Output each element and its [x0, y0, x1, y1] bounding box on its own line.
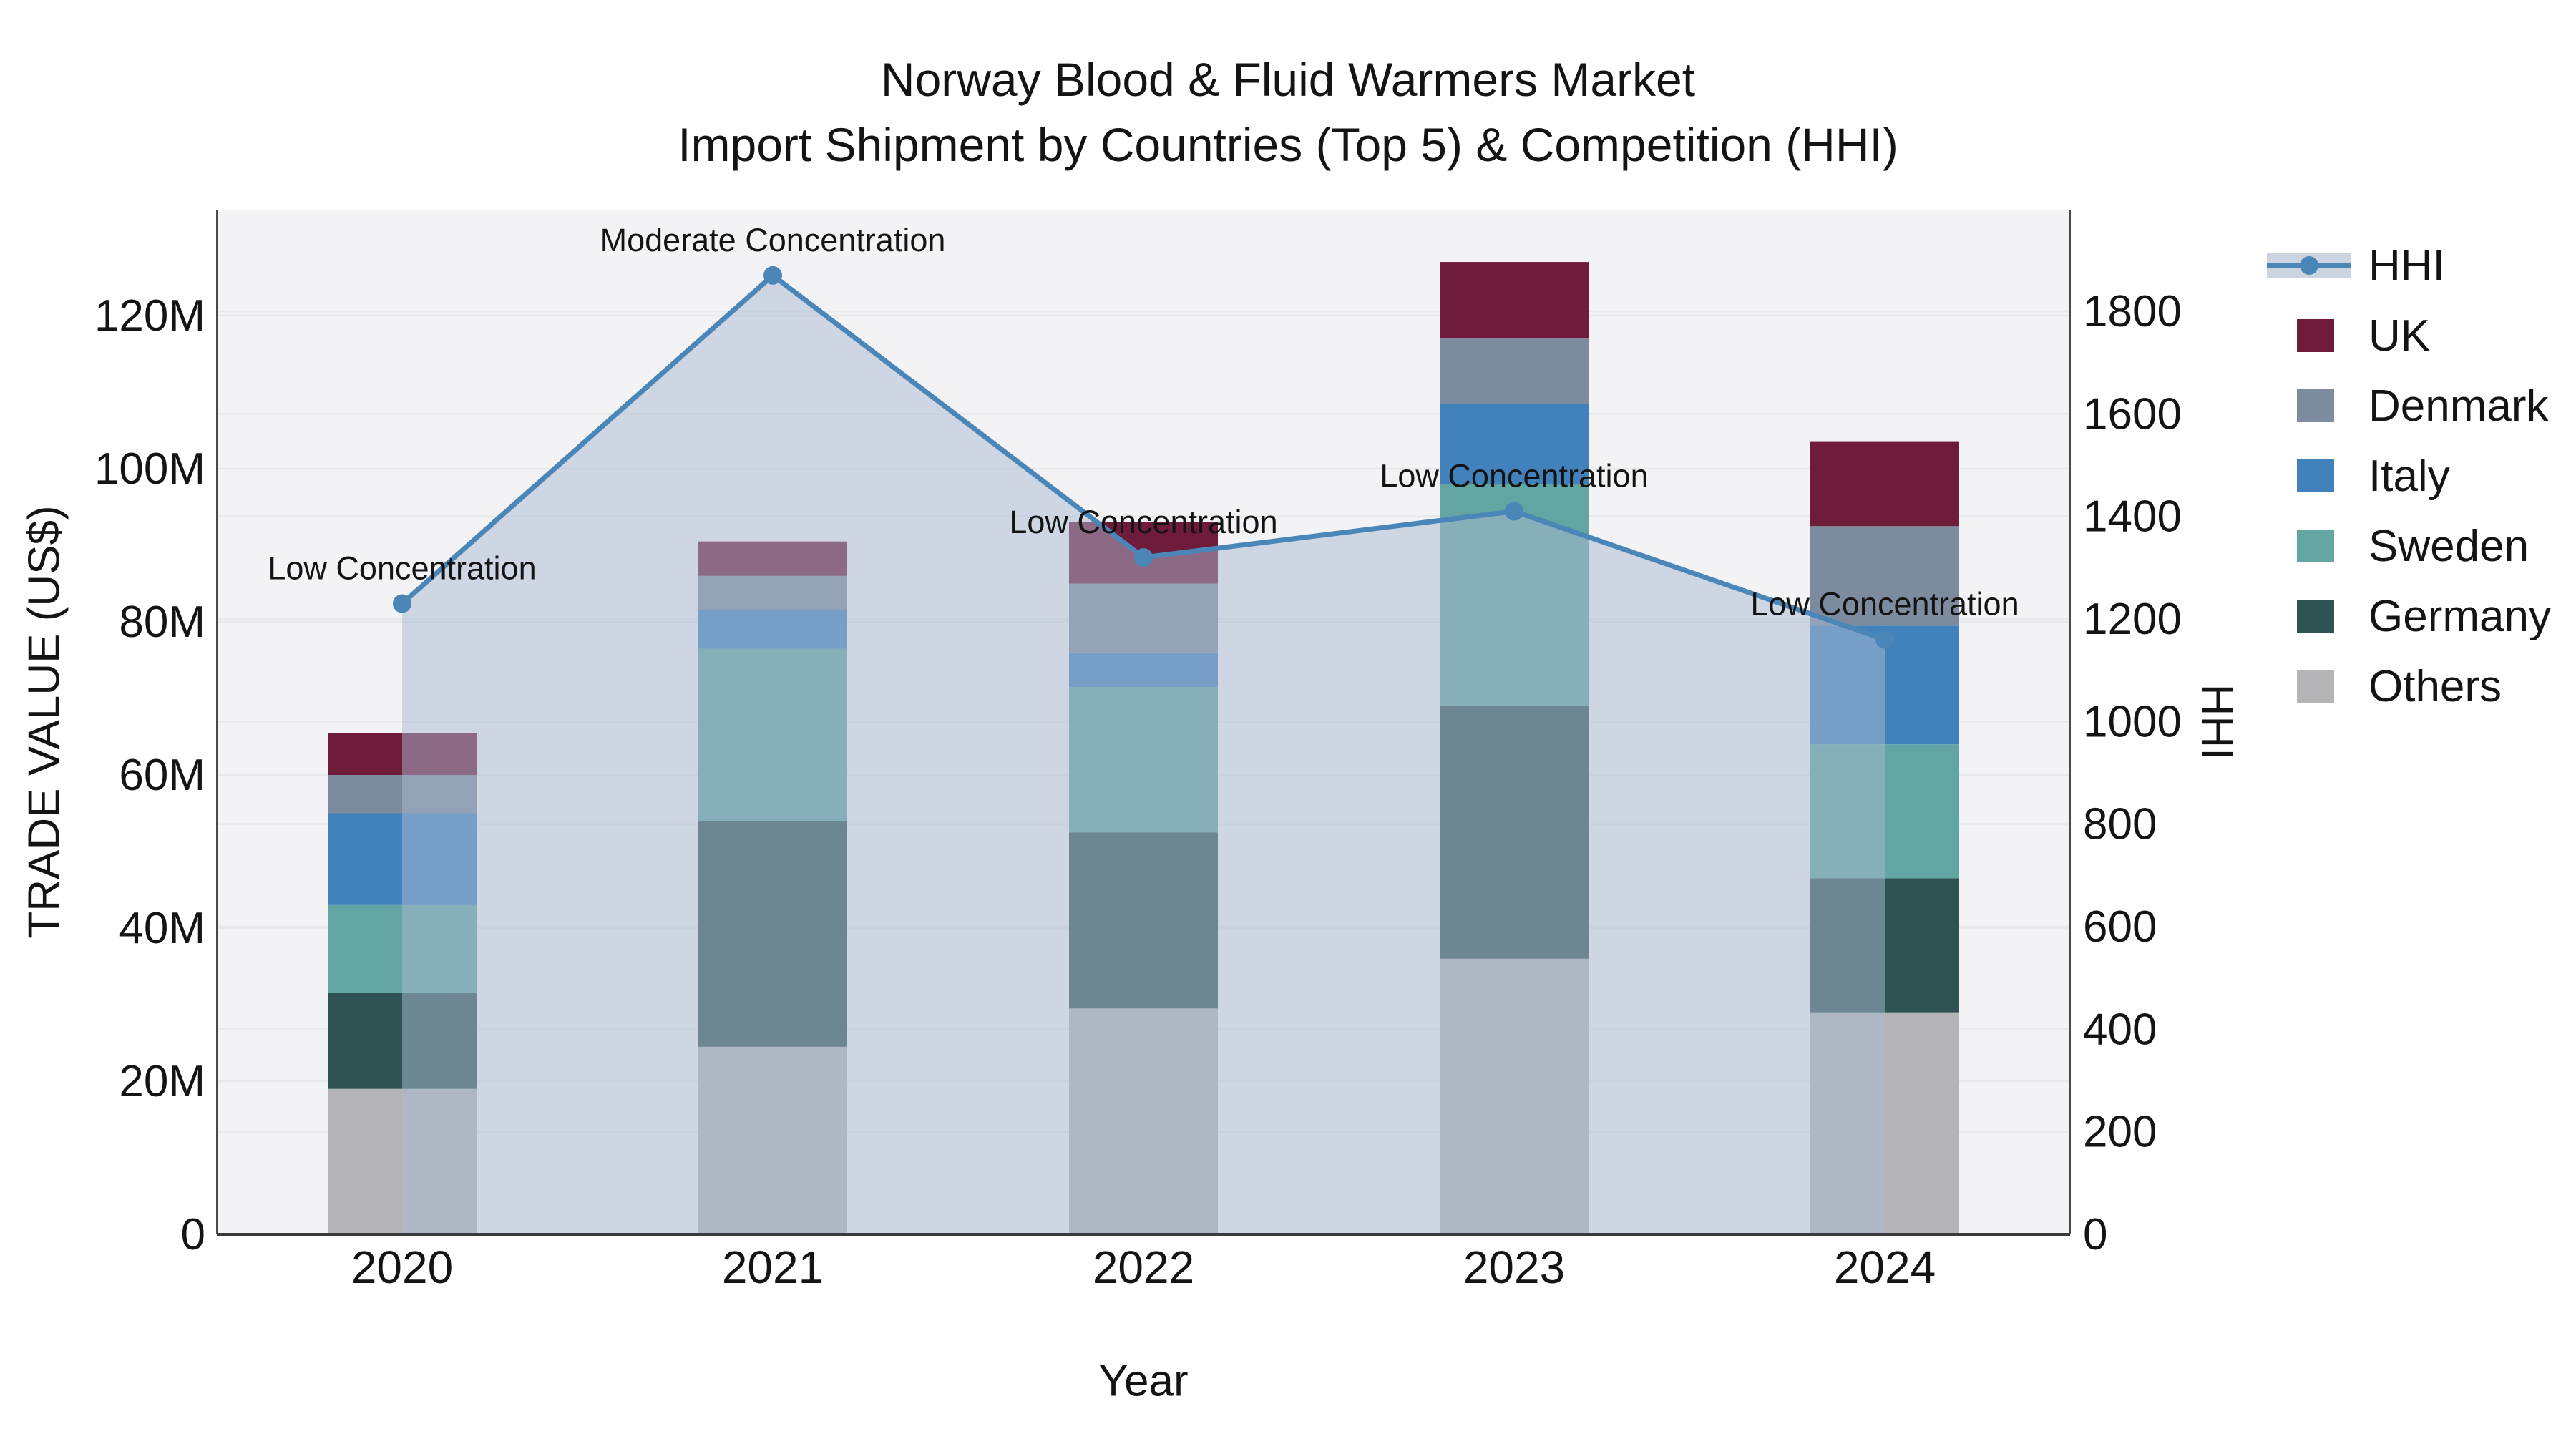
- annotation-2020: Low Concentration: [268, 550, 536, 587]
- legend-swatch-cell: [2267, 459, 2358, 492]
- annotation-2022: Low Concentration: [1009, 504, 1277, 540]
- y-left-tick-label-0: 0: [181, 1210, 205, 1259]
- chart-title-line2: Import Shipment by Countries (Top 5) & C…: [678, 118, 1898, 172]
- y-right-tick-label-400: 400: [2083, 1005, 2157, 1054]
- legend-item-others[interactable]: Others: [2267, 651, 2551, 721]
- legend-item-uk[interactable]: UK: [2267, 301, 2551, 371]
- x-axis-title: Year: [1098, 1356, 1189, 1406]
- y-right-tick-label-0: 0: [2083, 1210, 2107, 1259]
- legend-label-italy: Italy: [2368, 451, 2450, 501]
- legend-label-sweden: Sweden: [2368, 521, 2529, 571]
- x-tick-label-2021: 2021: [722, 1241, 824, 1293]
- x-tick-label-2024: 2024: [1834, 1241, 1936, 1293]
- legend-swatch-others: [2297, 670, 2334, 703]
- legend: HHI UK Denmark Italy Sweden Germany Others: [2267, 230, 2551, 721]
- legend-swatch-cell: [2267, 670, 2358, 703]
- y-right-tick-label-600: 600: [2083, 902, 2157, 952]
- legend-swatch-denmark: [2297, 389, 2334, 422]
- bar-segment-denmark-2024[interactable]: [1810, 526, 1959, 626]
- bar-segment-denmark-2023[interactable]: [1440, 338, 1589, 404]
- y-left-tick-label-40M: 40M: [119, 904, 205, 953]
- y-right-tick-label-1800: 1800: [2083, 287, 2182, 336]
- y-right-tick-label-1400: 1400: [2083, 492, 2182, 542]
- annotation-2021: Moderate Concentration: [600, 222, 946, 258]
- y-right-tick-label-1600: 1600: [2083, 389, 2182, 439]
- legend-label-hhi: HHI: [2368, 240, 2445, 291]
- legend-label-others: Others: [2368, 661, 2502, 711]
- legend-swatch-sweden: [2297, 530, 2334, 562]
- legend-swatch-italy: [2297, 459, 2334, 492]
- legend-swatch-cell: [2267, 530, 2358, 562]
- y-right-tick-label-1000: 1000: [2083, 697, 2182, 746]
- bar-segment-italy-2023[interactable]: [1440, 404, 1589, 484]
- hhi-point-2021[interactable]: [763, 265, 782, 285]
- y-right-tick-label-200: 200: [2083, 1108, 2157, 1157]
- legend-swatch-cell: [2267, 389, 2358, 422]
- legend-label-uk: UK: [2368, 311, 2431, 361]
- legend-item-hhi[interactable]: HHI: [2267, 230, 2551, 301]
- legend-swatch-cell: [2267, 319, 2358, 352]
- hhi-point-2024[interactable]: [1875, 630, 1894, 649]
- legend-item-italy[interactable]: Italy: [2267, 441, 2551, 511]
- legend-item-denmark[interactable]: Denmark: [2267, 371, 2551, 441]
- y-right-tick-label-1200: 1200: [2083, 595, 2182, 644]
- annotation-2024: Low Concentration: [1750, 586, 2019, 623]
- y-left-tick-label-20M: 20M: [119, 1057, 205, 1106]
- y-left-tick-label-100M: 100M: [94, 444, 205, 494]
- annotation-2023: Low Concentration: [1380, 458, 1648, 494]
- legend-hhi-line-icon: [2267, 253, 2351, 278]
- y-right-axis-title: HHI: [2192, 683, 2242, 761]
- legend-swatch-cell: [2267, 600, 2358, 633]
- x-tick-label-2020: 2020: [351, 1241, 453, 1293]
- legend-item-germany[interactable]: Germany: [2267, 581, 2551, 651]
- hhi-point-2020[interactable]: [393, 594, 411, 613]
- legend-swatch-cell: [2267, 253, 2358, 278]
- legend-hhi-line-marker: [2300, 256, 2318, 275]
- chart-title: Norway Blood & Fluid Warmers Market Impo…: [0, 47, 2576, 177]
- chart-title-line1: Norway Blood & Fluid Warmers Market: [880, 53, 1696, 106]
- legend-swatch-germany: [2297, 600, 2334, 633]
- bar-segment-uk-2023[interactable]: [1440, 262, 1589, 339]
- y-left-tick-label-80M: 80M: [119, 597, 205, 647]
- y-right-tick-label-800: 800: [2083, 800, 2157, 849]
- x-tick-label-2022: 2022: [1093, 1241, 1194, 1293]
- x-tick-label-2023: 2023: [1463, 1241, 1565, 1293]
- bar-segment-uk-2024[interactable]: [1810, 441, 1959, 527]
- hhi-point-2022[interactable]: [1134, 548, 1153, 567]
- legend-swatch-uk: [2297, 319, 2334, 352]
- legend-item-sweden[interactable]: Sweden: [2267, 511, 2551, 581]
- y-left-tick-label-60M: 60M: [119, 751, 205, 800]
- legend-label-germany: Germany: [2368, 591, 2551, 641]
- legend-label-denmark: Denmark: [2368, 381, 2549, 431]
- y-left-tick-label-120M: 120M: [94, 291, 205, 341]
- hhi-point-2023[interactable]: [1505, 502, 1523, 521]
- y-left-axis-title: TRADE VALUE (US$): [19, 505, 69, 939]
